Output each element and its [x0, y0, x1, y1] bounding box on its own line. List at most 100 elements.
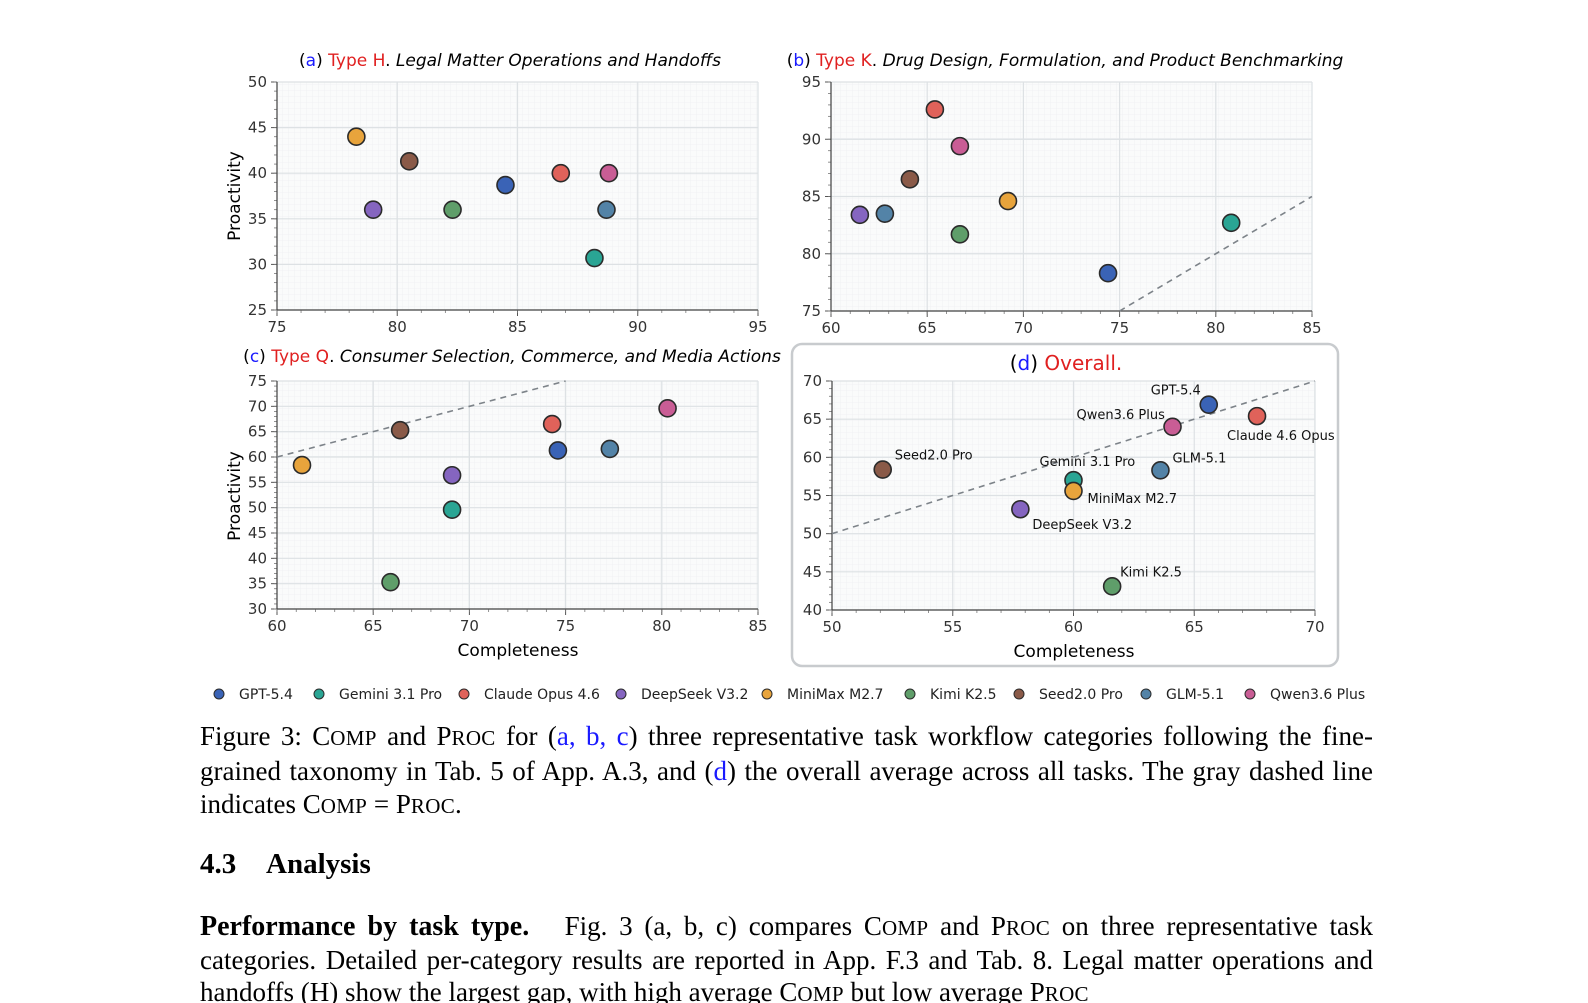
caption-text: ) three representative task workflow cat… — [200, 721, 1374, 786]
data-point — [998, 191, 1018, 211]
y-tick-label: 75 — [802, 302, 821, 320]
x-tick-label: 80 — [652, 617, 671, 635]
y-tick-label: 55 — [248, 473, 267, 491]
x-tick-label: 85 — [1302, 319, 1321, 337]
title-part: Legal Matter Operations and Handoffs — [396, 51, 721, 71]
title-part: b — [793, 51, 804, 71]
data-point — [548, 441, 568, 460]
y-tick-label: 50 — [803, 525, 822, 543]
paragraph-lead: Performance by task type. — [200, 911, 530, 942]
data-point — [1151, 461, 1170, 480]
title-part: ( — [299, 51, 306, 71]
data-point — [1098, 263, 1118, 283]
title-part: Consumer Selection, Commerce, and Media … — [340, 347, 781, 367]
paragraph-comp-sc: OMP — [881, 916, 929, 940]
legend-marker — [1013, 688, 1025, 700]
title-part: Type H — [327, 51, 385, 71]
legend-item: MiniMax M2.7 — [761, 687, 883, 703]
legend-label: GLM-5.1 — [1166, 687, 1224, 703]
x-tick-label: 65 — [364, 617, 383, 635]
caption-text: = — [367, 789, 396, 819]
figure-caption: Figure 3: COMP and PROC for (a, b, c) th… — [200, 720, 1373, 823]
point-label: GLM-5.1 — [1172, 451, 1226, 466]
legend-marker — [313, 688, 325, 700]
caption-proc-sc: ROC — [451, 726, 496, 750]
paragraph-text: and — [928, 911, 991, 941]
y-tick-label: 60 — [803, 448, 822, 466]
paragraph-proc-sc: ROC — [1044, 982, 1089, 1003]
legend-item: DeepSeek V3.2 — [615, 687, 748, 703]
legend-marker — [904, 688, 916, 700]
y-tick-label: 70 — [248, 397, 267, 415]
legend-marker — [615, 688, 627, 700]
data-point — [1011, 499, 1030, 519]
title-part: ) — [1030, 351, 1044, 375]
y-tick-label: 85 — [802, 188, 821, 206]
x-tick-label: 60 — [821, 319, 840, 337]
data-point — [850, 205, 870, 225]
data-point — [347, 127, 366, 147]
data-point — [292, 455, 312, 475]
data-point — [597, 200, 616, 219]
caption-comp-sc: OMP — [320, 794, 368, 818]
x-tick-label: 70 — [1305, 618, 1324, 636]
y-tick-label: 80 — [802, 245, 821, 263]
legend-item: Gemini 3.1 Pro — [313, 687, 442, 703]
paragraph-comp: C — [863, 911, 882, 941]
title-part: . — [872, 51, 883, 71]
data-point — [950, 136, 970, 156]
data-point — [390, 420, 410, 440]
legend-marker — [458, 688, 470, 700]
identity-line — [831, 380, 1316, 535]
paragraph-text: on three representative task categories.… — [200, 911, 1373, 1003]
data-point — [1247, 406, 1267, 426]
point-label: Qwen3.6 Plus — [1077, 408, 1166, 423]
x-tick-label: 75 — [1110, 319, 1129, 337]
data-point — [599, 163, 619, 183]
data-point — [1221, 213, 1241, 233]
data-point — [1064, 481, 1083, 501]
y-tick-label: 30 — [248, 255, 267, 273]
legend-label: Kimi K2.5 — [930, 687, 997, 703]
data-point — [496, 175, 515, 195]
minor-grid — [277, 381, 758, 609]
caption-text: . — [455, 789, 462, 819]
y-tick-label: 45 — [248, 119, 267, 137]
panel-c-axes: 60 65 70 75 80 85 30 35 40 45 50 55 60 65 70 75 — [248, 372, 768, 635]
caption-text: ) the overall average across all tasks. … — [200, 756, 1373, 819]
legend-label: GPT-5.4 — [239, 687, 293, 703]
x-tick-label: 95 — [748, 318, 767, 336]
point-label: GPT-5.4 — [1151, 384, 1201, 399]
paragraph-comp: C — [779, 977, 798, 1003]
caption-ref-abc[interactable]: a, b, c — [556, 721, 629, 751]
point-label: Seed2.0 Pro — [895, 449, 973, 464]
legend-item: Seed2.0 Pro — [1013, 687, 1123, 703]
y-tick-label: 40 — [803, 601, 822, 619]
y-tick-label: 55 — [803, 487, 822, 505]
paragraph-text: but low average — [843, 977, 1030, 1003]
caption-comp: C — [312, 721, 331, 751]
legend-item: Kimi K2.5 — [904, 687, 997, 703]
panel-c-ylabel: Proactivity — [225, 451, 245, 541]
x-tick-label: 80 — [1206, 319, 1225, 337]
data-point — [873, 460, 893, 479]
point-label: DeepSeek V3.2 — [1032, 518, 1132, 533]
x-tick-label: 50 — [822, 618, 841, 636]
caption-text: for ( — [495, 721, 557, 751]
caption-ref-d[interactable]: d — [713, 756, 728, 786]
data-point — [442, 500, 462, 519]
data-point — [443, 200, 462, 219]
panel-d-axes: 50 55 60 65 70 40 45 50 55 60 65 70 Seed2.0 Pro DeepS… — [803, 372, 1335, 636]
point-label: MiniMax M2.7 — [1088, 492, 1178, 507]
data-point — [600, 439, 620, 459]
x-tick-label: 75 — [556, 617, 575, 635]
y-tick-label: 40 — [248, 549, 267, 567]
section-title: Analysis — [266, 848, 371, 880]
legend-label: DeepSeek V3.2 — [641, 687, 748, 703]
title-part: . — [329, 347, 340, 367]
data-point — [1102, 577, 1122, 596]
identity-line — [276, 380, 566, 458]
legend-item: Qwen3.6 Plus — [1244, 687, 1365, 703]
x-tick-label: 70 — [1014, 319, 1033, 337]
